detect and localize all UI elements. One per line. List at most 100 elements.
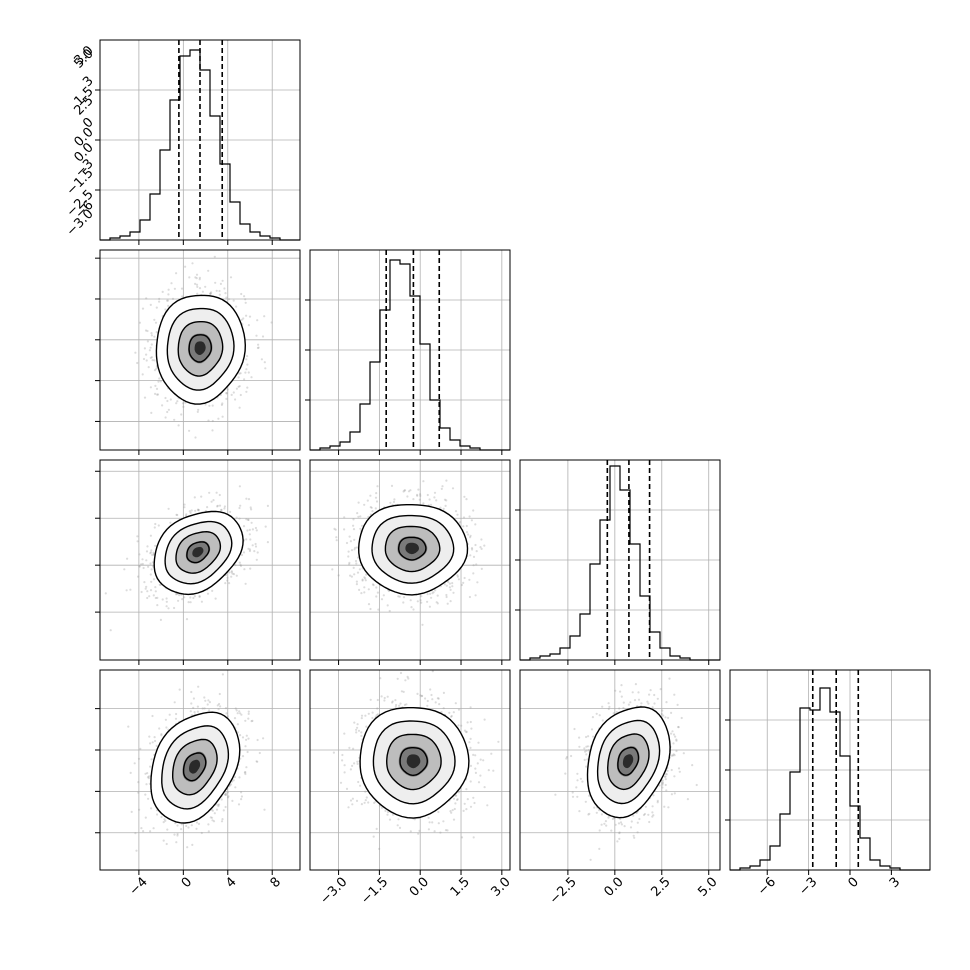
sample-point [352, 518, 355, 521]
sample-point [160, 815, 163, 819]
sample-point [248, 315, 252, 318]
sample-point [140, 563, 143, 566]
sample-point [152, 578, 156, 581]
sample-point [230, 570, 233, 573]
sample-point [234, 707, 237, 710]
sample-point [146, 329, 149, 333]
sample-point [142, 566, 145, 570]
contour-line [166, 307, 235, 391]
sample-point [175, 272, 178, 275]
sample-point [224, 582, 227, 585]
sample-point [249, 567, 252, 570]
sample-point [204, 285, 207, 288]
sample-point [331, 568, 334, 571]
sample-point [247, 518, 250, 522]
sample-point [422, 502, 425, 505]
sample-point [350, 549, 354, 552]
sample-point [445, 595, 448, 599]
sample-point [157, 524, 160, 527]
sample-point [457, 578, 460, 581]
sample-point [194, 282, 197, 285]
sample-point [472, 572, 475, 575]
sample-point [166, 299, 170, 302]
sample-point [349, 574, 352, 577]
sample-point [374, 496, 378, 499]
sample-point [220, 508, 223, 511]
sample-point [239, 712, 242, 715]
sample-point [154, 544, 157, 547]
sample-point [452, 591, 455, 594]
sample-point [350, 575, 353, 578]
sample-point [175, 513, 178, 516]
sample-point [138, 321, 141, 324]
sample-point [463, 576, 466, 580]
sample-point [195, 283, 199, 286]
sample-point [367, 603, 371, 606]
sample-point [418, 498, 421, 501]
sample-point [143, 581, 146, 584]
sample-point [211, 809, 214, 812]
sample-point [198, 287, 202, 290]
sample-point [194, 509, 197, 512]
sample-point [352, 528, 356, 531]
sample-point [218, 692, 221, 696]
sample-point [402, 601, 405, 604]
sample-point [456, 575, 459, 578]
sample-point [138, 565, 141, 568]
sample-point [166, 410, 169, 414]
sample-point [167, 607, 170, 610]
sample-point [348, 563, 351, 566]
sample-point [152, 551, 155, 554]
sample-point [406, 495, 409, 498]
sample-point [228, 298, 231, 301]
sample-point [146, 340, 149, 343]
sample-point [195, 277, 198, 280]
sample-point [181, 295, 184, 298]
histogram-panel-3 [725, 669, 931, 875]
sample-point [270, 321, 273, 324]
sample-point [412, 608, 415, 611]
sample-point [203, 696, 206, 699]
sample-point [240, 318, 243, 321]
sample-point [376, 485, 379, 488]
sample-point [207, 269, 210, 272]
panel-frame [309, 459, 511, 661]
sample-point [246, 750, 249, 754]
sample-point [426, 593, 429, 596]
sample-point [370, 506, 373, 509]
sample-point [449, 588, 452, 592]
sample-point [200, 600, 203, 603]
sample-point [245, 368, 248, 371]
sample-point [208, 491, 211, 494]
sample-point [145, 297, 148, 300]
sample-point [192, 697, 195, 700]
sample-point [149, 346, 152, 349]
sample-point [240, 795, 243, 798]
sample-point [416, 494, 419, 497]
sample-point [334, 528, 337, 531]
sample-point [234, 786, 237, 789]
scatter-panel-0-2 [95, 459, 301, 665]
sample-point [155, 306, 158, 309]
sample-point [183, 596, 186, 599]
sample-point [256, 346, 259, 350]
sample-point [161, 290, 164, 293]
sample-point [210, 291, 213, 294]
sample-point [160, 734, 163, 737]
histogram-panel-1 [305, 249, 511, 455]
sample-point [358, 568, 361, 571]
sample-point [255, 529, 258, 532]
sample-point [169, 398, 172, 401]
sample-point [149, 303, 152, 306]
sample-point [104, 592, 107, 595]
sample-point [472, 509, 475, 512]
sample-point [166, 399, 169, 403]
sample-point [360, 524, 364, 527]
sample-point [225, 712, 228, 715]
sample-point [355, 546, 359, 549]
sample-point [150, 343, 153, 346]
sample-point [435, 601, 438, 604]
sample-point [233, 775, 237, 779]
density-layer [127, 673, 266, 852]
sample-point [218, 289, 221, 293]
